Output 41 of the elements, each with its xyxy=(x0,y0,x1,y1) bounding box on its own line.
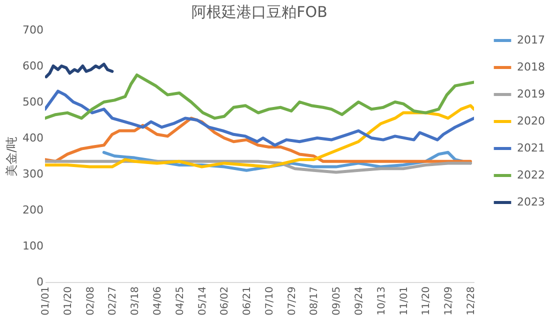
x-tick-label: 10/13 xyxy=(376,286,388,316)
y-tick-label: 300 xyxy=(22,168,44,180)
legend-label: 2020 xyxy=(517,114,545,128)
x-tick-label: 01/01 xyxy=(40,286,52,316)
x-tick-label: 09/24 xyxy=(354,286,365,316)
x-tick-label: 06/21 xyxy=(242,286,254,316)
x-tick-label: 03/18 xyxy=(130,286,142,316)
x-tick-label: 06/02 xyxy=(220,286,231,316)
line-series xyxy=(45,90,474,147)
x-tick-label: 04/06 xyxy=(152,286,164,316)
line-series xyxy=(45,62,114,78)
legend-label: 2022 xyxy=(517,168,545,182)
x-tick-label: 02/08 xyxy=(85,286,96,316)
chart-title: 阿根廷港口豆粕FOB xyxy=(192,3,328,21)
y-tick-label: 100 xyxy=(22,240,44,252)
x-tick-label: 01/20 xyxy=(62,286,74,316)
legend-label: 2023 xyxy=(517,196,545,208)
y-tick-label: 700 xyxy=(22,24,44,36)
legend-label: 2017 xyxy=(517,34,545,46)
x-tick-label: 12/09 xyxy=(444,286,455,316)
x-tick-label: 02/27 xyxy=(108,286,119,316)
x-tick-label: 12/28 xyxy=(466,286,477,316)
legend-label: 2018 xyxy=(517,60,545,74)
legend-label: 2019 xyxy=(517,88,545,100)
x-tick-label: 11/01 xyxy=(398,286,410,316)
x-tick-label: 07/29 xyxy=(286,286,298,316)
y-tick-label: 0 xyxy=(36,276,44,288)
y-tick-label: 400 xyxy=(22,132,44,144)
y-tick-label: 600 xyxy=(22,60,44,72)
x-tick-label: 04/25 xyxy=(174,286,186,316)
x-tick-label: 07/10 xyxy=(264,286,276,316)
line-series xyxy=(45,74,474,120)
x-tick-label: 09/05 xyxy=(332,286,343,316)
x-tick-label: 08/17 xyxy=(309,286,320,316)
y-axis-title: 美金/吨 xyxy=(4,136,19,177)
y-tick-label: 200 xyxy=(22,204,44,216)
x-tick-label: 11/20 xyxy=(421,286,432,316)
line-series xyxy=(45,104,474,168)
x-tick-label: 05/14 xyxy=(197,286,208,316)
legend-label: 2021 xyxy=(517,142,545,154)
y-tick-label: 500 xyxy=(22,96,44,108)
